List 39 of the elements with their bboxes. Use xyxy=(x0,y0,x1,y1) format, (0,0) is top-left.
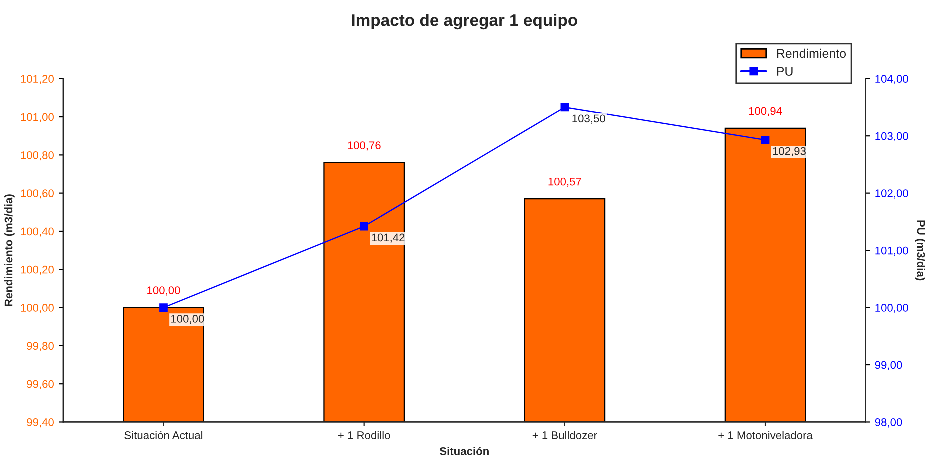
data-label: 100,94 xyxy=(749,107,782,116)
y2-axis-title: PU (m3/dia) xyxy=(915,220,926,281)
x-tick-label: + 1 Motoniveladora xyxy=(718,431,813,440)
point xyxy=(360,222,369,231)
y-tick-label: 100,40 xyxy=(21,228,54,237)
legend-label: Rendimiento xyxy=(777,48,846,58)
y-tick-label: 100,60 xyxy=(21,190,54,199)
y-tick-label: 99,80 xyxy=(27,342,54,352)
y2-tick-label: 101,00 xyxy=(876,246,908,256)
y-tick-label: 100,00 xyxy=(21,304,54,314)
data-label: 100,57 xyxy=(548,178,582,188)
y-tick-label: 99,40 xyxy=(27,418,54,428)
y2-tick-label: 103,00 xyxy=(876,132,908,142)
x-axis-title: Situación xyxy=(440,447,489,456)
data-label: 100,00 xyxy=(148,286,180,296)
data-label: 103,50 xyxy=(572,114,606,124)
point xyxy=(160,304,168,312)
point xyxy=(761,136,770,144)
legend-label: PU xyxy=(777,67,793,76)
chart-title: Impacto de agregar 1 equipo xyxy=(352,14,578,30)
data-label: 101,42 xyxy=(372,234,405,243)
data-label: 100,00 xyxy=(172,315,204,324)
y2-tick-label: 104,00 xyxy=(876,75,908,84)
y2-tick-label: 98,00 xyxy=(875,418,902,428)
data-label: 102,93 xyxy=(773,147,806,157)
point xyxy=(560,103,570,112)
y2-tick-label: 99,00 xyxy=(875,361,902,370)
y2-tick-label: 100,00 xyxy=(876,304,908,314)
y-tick-label: 100,20 xyxy=(21,266,54,276)
y-tick-label: 100,80 xyxy=(21,151,54,161)
y-tick-label: 99,60 xyxy=(27,380,54,390)
y-axis-title: Rendimiento (m3/dia) xyxy=(4,194,15,306)
x-tick-label: + 1 Rodillo xyxy=(338,431,390,440)
y-tick-label: 101,00 xyxy=(21,113,54,122)
x-tick-label: + 1 Bulldozer xyxy=(532,431,598,440)
y-tick-label: 101,20 xyxy=(21,75,54,84)
data-label: 100,76 xyxy=(348,142,381,151)
x-tick-label: Situación Actual xyxy=(124,431,203,440)
y2-tick-label: 102,00 xyxy=(876,190,908,199)
